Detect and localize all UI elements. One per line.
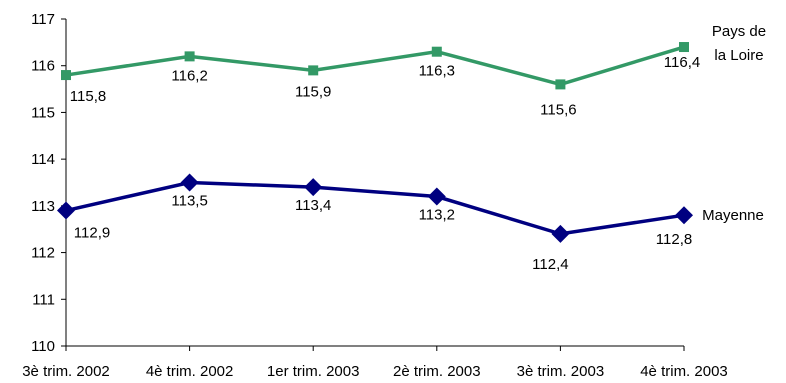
data-label: 116,3 [419, 63, 455, 80]
y-tick-label: 113 [31, 198, 55, 215]
data-label: 116,4 [664, 54, 700, 71]
x-tick-label: 4è trim. 2003 [640, 363, 728, 380]
data-point [675, 206, 693, 225]
data-label: 112,4 [532, 256, 568, 273]
data-label: 113,4 [295, 197, 331, 214]
data-label: 116,2 [171, 67, 207, 84]
data-point [184, 51, 195, 62]
data-point [180, 173, 199, 192]
x-tick-label: 1er trim. 2003 [267, 363, 360, 380]
data-point [61, 70, 71, 81]
data-label: 115,9 [295, 83, 331, 100]
x-tick-label: 2è trim. 2003 [393, 363, 481, 380]
y-tick-label: 112 [31, 245, 55, 262]
x-tick-label: 4è trim. 2002 [146, 363, 234, 380]
x-tick-label: 3è trim. 2002 [22, 363, 110, 380]
y-tick-label: 116 [31, 58, 55, 75]
series-name-label: Pays de [712, 23, 766, 40]
data-label: 115,6 [540, 101, 576, 118]
data-label: 113,2 [419, 207, 455, 224]
y-tick-label: 110 [31, 338, 55, 355]
data-point [551, 224, 570, 243]
series-name-label: Mayenne [702, 207, 764, 224]
y-tick-label: 115 [31, 104, 55, 121]
data-point [57, 201, 75, 220]
data-point [427, 187, 446, 206]
series-line [65, 180, 685, 236]
data-point [555, 79, 566, 90]
data-point [304, 178, 323, 197]
data-point [308, 65, 319, 76]
series-name-label: la Loire [714, 47, 763, 64]
x-tick-label: 3è trim. 2003 [517, 363, 605, 380]
data-point [679, 42, 689, 53]
data-label: 115,8 [70, 88, 106, 105]
y-tick-label: 114 [31, 151, 55, 168]
y-tick-label: 111 [32, 291, 55, 308]
y-tick-label: 117 [31, 11, 55, 28]
data-label: 113,5 [171, 193, 207, 210]
series-line [65, 45, 685, 87]
data-label: 112,8 [656, 231, 692, 248]
data-point [431, 46, 442, 57]
data-label: 112,9 [74, 225, 110, 242]
